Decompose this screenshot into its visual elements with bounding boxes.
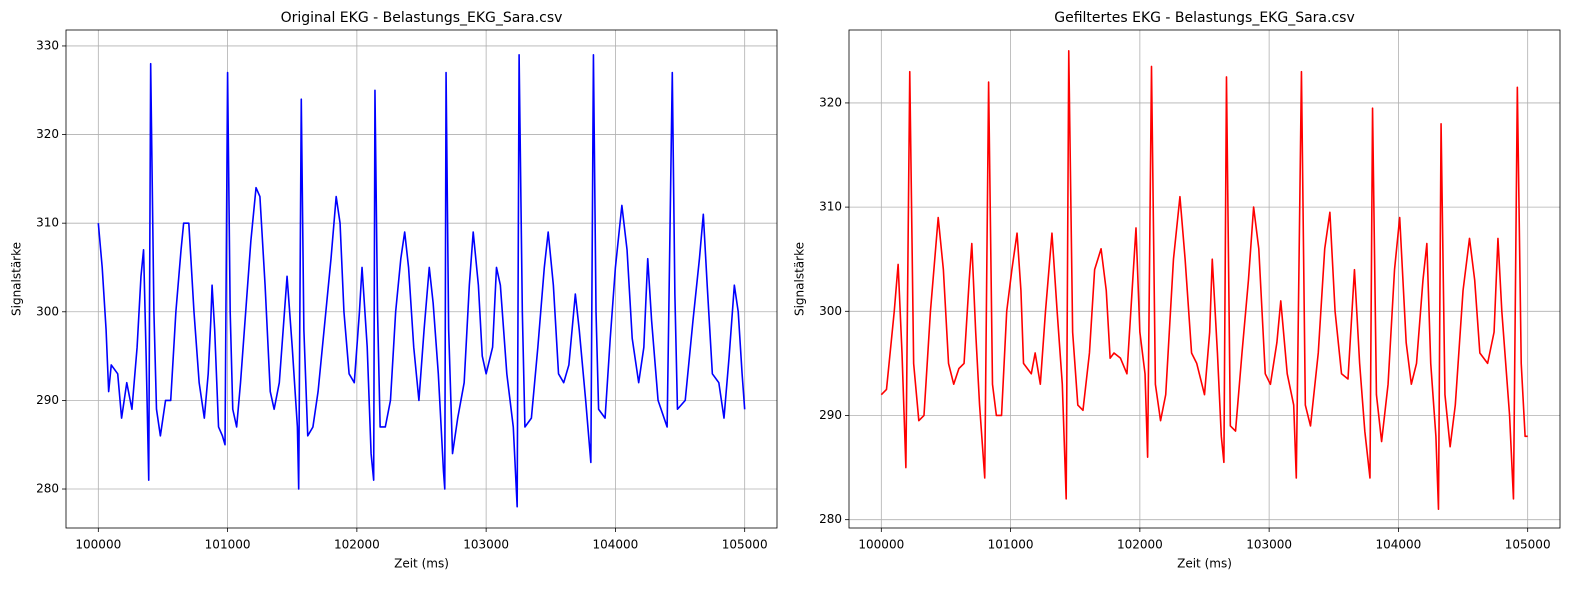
signal-line (880, 50, 1528, 511)
x-axis-label: Zeit (ms) (1177, 557, 1232, 571)
y-tick-label: 280 (36, 482, 59, 496)
axes-frame (848, 29, 1561, 529)
x-tick-label: 105000 (1505, 538, 1551, 552)
x-tick-label: 101000 (988, 538, 1034, 552)
y-tick-label: 290 (819, 408, 842, 422)
x-tick-label: 102000 (1117, 538, 1163, 552)
x-tick-label: 103000 (463, 538, 509, 552)
x-tick-label: 101000 (205, 538, 251, 552)
x-tick-label: 100000 (858, 538, 904, 552)
y-tick-label: 310 (36, 216, 59, 230)
y-tick-label: 310 (819, 200, 842, 214)
x-axis-label: Zeit (ms) (394, 557, 449, 571)
x-tick-label: 105000 (722, 538, 768, 552)
chart-title: Gefiltertes EKG - Belastungs_EKG_Sara.cs… (1054, 10, 1355, 26)
y-tick-label: 330 (36, 38, 59, 52)
chart-title: Original EKG - Belastungs_EKG_Sara.csv (281, 10, 563, 26)
axes-frame (65, 29, 778, 529)
y-tick-label: 300 (819, 304, 842, 318)
y-tick-label: 320 (36, 127, 59, 141)
y-axis-label: Signalstärke (10, 242, 24, 316)
y-axis-label: Signalstärke (793, 242, 807, 316)
y-tick-label: 290 (36, 393, 59, 407)
signal-line (97, 54, 746, 508)
x-tick-label: 104000 (593, 538, 639, 552)
y-tick-label: 300 (36, 304, 59, 318)
x-tick-label: 102000 (334, 538, 380, 552)
x-tick-label: 104000 (1376, 538, 1422, 552)
y-tick-label: 280 (819, 512, 842, 526)
x-tick-label: 103000 (1246, 538, 1292, 552)
x-tick-label: 100000 (75, 538, 121, 552)
y-tick-label: 320 (819, 95, 842, 109)
